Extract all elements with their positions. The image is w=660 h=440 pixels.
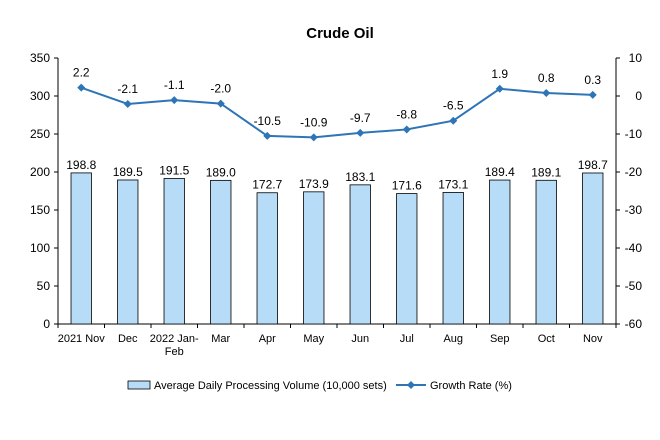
y-right-tick-label: 10	[629, 51, 643, 65]
line-data-label: 0.3	[584, 73, 601, 87]
legend-label-growth: Growth Rate (%)	[430, 380, 512, 392]
x-tick-label: Aug	[443, 333, 463, 345]
y-left-tick-label: 150	[30, 203, 50, 217]
legend-label-volume: Average Daily Processing Volume (10,000 …	[154, 380, 387, 392]
line-point-marker	[170, 96, 179, 105]
x-tick-label: Jul	[400, 333, 414, 345]
y-right-tick-label: -20	[625, 165, 643, 179]
line-point-marker	[356, 128, 365, 137]
line-point-marker	[263, 131, 272, 140]
bar	[256, 192, 278, 325]
legend: Average Daily Processing Volume (10,000 …	[127, 380, 512, 392]
bar	[489, 179, 511, 325]
bar-data-label: 198.7	[578, 158, 608, 172]
plot-area: 050100150200250300350-60-50-40-30-20-100…	[30, 51, 642, 358]
line-data-label: 0.8	[538, 71, 555, 85]
line-data-label: 2.2	[73, 66, 90, 80]
line-data-label: -2.1	[117, 82, 138, 96]
y-left-tick-label: 0	[43, 317, 50, 331]
y-left-tick-label: 250	[30, 127, 50, 141]
y-left-tick-label: 300	[30, 89, 50, 103]
line-point-marker	[77, 83, 86, 92]
line-point-marker	[542, 88, 551, 97]
line-point-marker	[495, 84, 504, 93]
bar-data-label: 189.4	[485, 165, 515, 179]
y-right-tick-label: -40	[625, 241, 643, 255]
y-right-tick-label: -30	[625, 203, 643, 217]
line-point-marker	[402, 125, 411, 134]
line-data-label: -10.9	[300, 115, 328, 129]
x-tick-label: Sep	[490, 333, 510, 345]
bar	[582, 172, 604, 325]
bar	[303, 191, 325, 325]
x-tick-label: 2021 Nov	[58, 333, 106, 345]
bar-data-label: 173.9	[299, 177, 329, 191]
x-tick-label: Nov	[583, 333, 603, 345]
line-point-marker	[449, 116, 458, 125]
x-tick-label: 2022 Jan-Feb	[150, 333, 199, 358]
line-point-marker	[588, 90, 597, 99]
bar	[70, 172, 92, 325]
bar	[396, 193, 418, 325]
line-point-marker	[123, 99, 132, 108]
line-data-label: -9.7	[350, 111, 371, 125]
line-point-marker	[216, 99, 225, 108]
y-left-tick-label: 50	[37, 279, 51, 293]
bar-data-label: 189.5	[113, 165, 143, 179]
line-data-label: -10.5	[254, 114, 282, 128]
bar-data-label: 183.1	[345, 170, 375, 184]
legend-bar-swatch	[127, 380, 151, 390]
line-data-label: -8.8	[396, 107, 417, 121]
bar-data-label: 191.5	[159, 163, 189, 177]
y-right-tick-label: -60	[625, 317, 643, 331]
line-data-label: -1.1	[164, 78, 185, 92]
bar	[349, 184, 371, 325]
bar	[163, 178, 185, 325]
bar	[210, 179, 232, 325]
bar	[442, 192, 464, 325]
bar-data-label: 172.7	[252, 178, 282, 192]
y-right-tick-label: -10	[625, 127, 643, 141]
x-tick-label: Mar	[211, 333, 230, 345]
bar-data-label: 189.1	[531, 165, 561, 179]
bar-data-label: 189.0	[206, 165, 236, 179]
chart-title: Crude Oil	[306, 25, 374, 42]
bar	[117, 179, 139, 325]
x-tick-label: May	[303, 333, 324, 345]
growth-rate-line	[80, 86, 593, 139]
line-data-label: -6.5	[443, 99, 464, 113]
y-right-tick-label: 0	[635, 89, 642, 103]
y-right-tick-label: -50	[625, 279, 643, 293]
bar-data-label: 198.8	[66, 158, 96, 172]
bar	[535, 179, 557, 325]
x-tick-label: Apr	[259, 333, 276, 345]
legend-marker-diamond	[407, 381, 415, 389]
line-data-label: 1.9	[491, 67, 508, 81]
line-data-label: -2.0	[210, 82, 231, 96]
x-tick-label: Oct	[538, 333, 555, 345]
line-point-marker	[309, 133, 318, 142]
y-left-tick-label: 200	[30, 165, 50, 179]
y-left-tick-label: 350	[30, 51, 50, 65]
y-left-tick-label: 100	[30, 241, 50, 255]
x-tick-label: Jun	[351, 333, 369, 345]
bar-data-label: 173.1	[438, 177, 468, 191]
bar-data-label: 171.6	[392, 179, 422, 193]
x-tick-label: Dec	[118, 333, 138, 345]
